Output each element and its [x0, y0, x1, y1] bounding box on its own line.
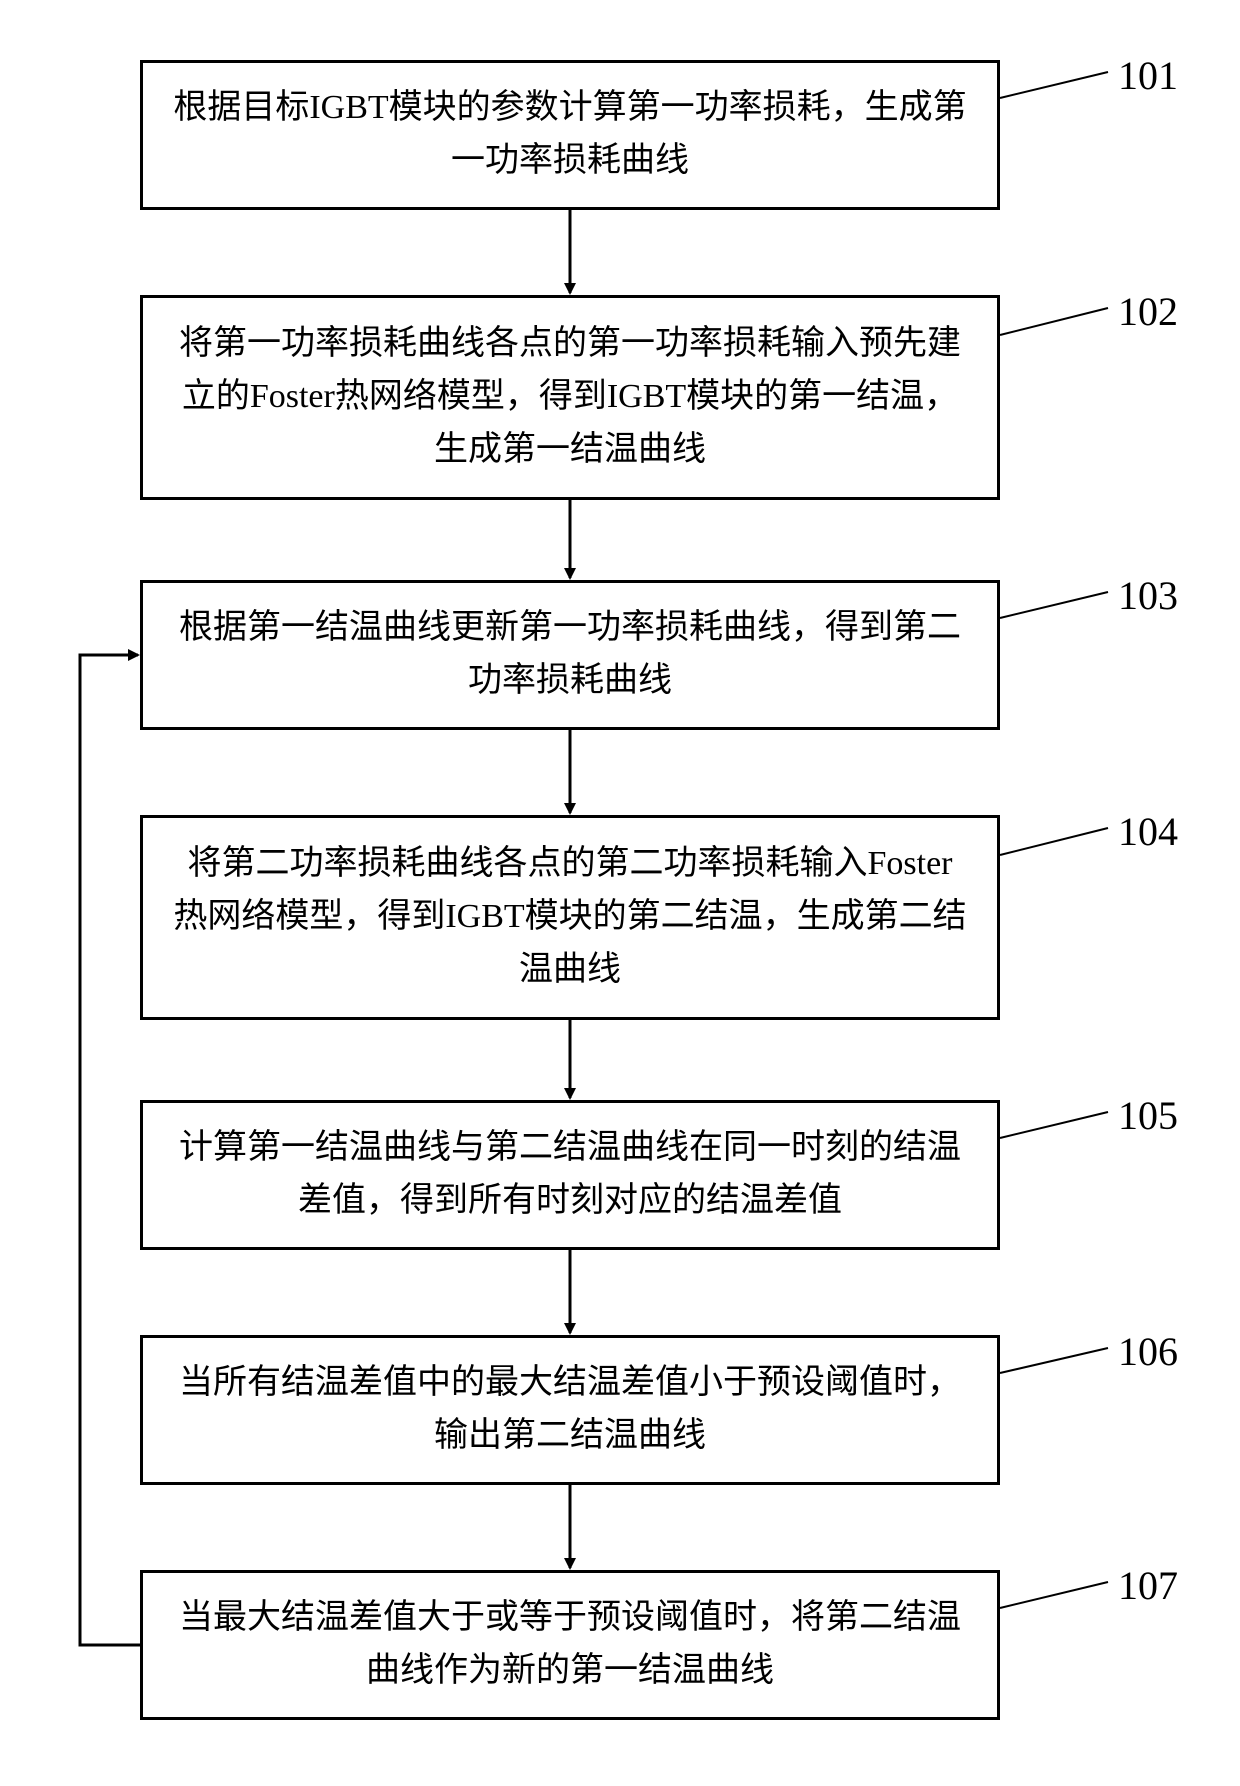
- step-box-102: 将第一功率损耗曲线各点的第一功率损耗输入预先建立的Foster热网络模型，得到I…: [140, 295, 1000, 500]
- step-box-105: 计算第一结温曲线与第二结温曲线在同一时刻的结温差值，得到所有时刻对应的结温差值: [140, 1100, 1000, 1250]
- step-box-106: 当所有结温差值中的最大结温差值小于预设阈值时，输出第二结温曲线: [140, 1335, 1000, 1485]
- step-box-104: 将第二功率损耗曲线各点的第二功率损耗输入Foster热网络模型，得到IGBT模块…: [140, 815, 1000, 1020]
- step-text: 将第一功率损耗曲线各点的第一功率损耗输入预先建立的Foster热网络模型，得到I…: [173, 318, 967, 476]
- step-box-101: 根据目标IGBT模块的参数计算第一功率损耗，生成第一功率损耗曲线: [140, 60, 1000, 210]
- leader-line: [1000, 828, 1108, 855]
- ref-label-101: 101: [1118, 52, 1178, 99]
- ref-label-103: 103: [1118, 572, 1178, 619]
- ref-label-105: 105: [1118, 1092, 1178, 1139]
- leader-line: [1000, 1112, 1108, 1138]
- step-box-103: 根据第一结温曲线更新第一功率损耗曲线，得到第二功率损耗曲线: [140, 580, 1000, 730]
- leader-line: [1000, 308, 1108, 335]
- step-text: 将第二功率损耗曲线各点的第二功率损耗输入Foster热网络模型，得到IGBT模块…: [173, 838, 967, 996]
- ref-label-107: 107: [1118, 1562, 1178, 1609]
- step-box-107: 当最大结温差值大于或等于预设阈值时，将第二结温曲线作为新的第一结温曲线: [140, 1570, 1000, 1720]
- step-text: 当所有结温差值中的最大结温差值小于预设阈值时，输出第二结温曲线: [173, 1357, 967, 1462]
- flowchart-canvas: 根据目标IGBT模块的参数计算第一功率损耗，生成第一功率损耗曲线 将第一功率损耗…: [0, 0, 1240, 1786]
- ref-label-106: 106: [1118, 1328, 1178, 1375]
- step-text: 计算第一结温曲线与第二结温曲线在同一时刻的结温差值，得到所有时刻对应的结温差值: [173, 1122, 967, 1227]
- leader-line: [1000, 72, 1108, 98]
- leader-line: [1000, 1348, 1108, 1373]
- step-text: 当最大结温差值大于或等于预设阈值时，将第二结温曲线作为新的第一结温曲线: [173, 1592, 967, 1697]
- ref-label-102: 102: [1118, 288, 1178, 335]
- leader-line: [1000, 592, 1108, 618]
- loop-arrow-icon: [80, 655, 140, 1645]
- step-text: 根据第一结温曲线更新第一功率损耗曲线，得到第二功率损耗曲线: [173, 602, 967, 707]
- leader-line: [1000, 1582, 1108, 1608]
- ref-label-104: 104: [1118, 808, 1178, 855]
- step-text: 根据目标IGBT模块的参数计算第一功率损耗，生成第一功率损耗曲线: [173, 82, 967, 187]
